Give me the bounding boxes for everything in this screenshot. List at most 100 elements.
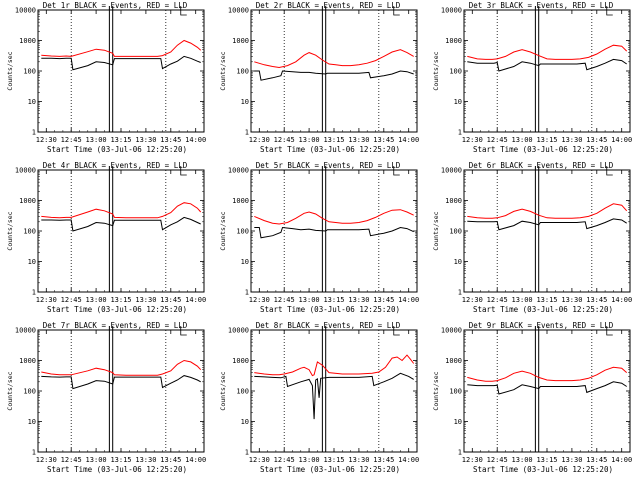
x-tick-label: 14:00 [398, 296, 419, 304]
x-axis-label: Start Time (03-Jul-06 12:25:20) [47, 305, 187, 314]
y-axis-label: Counts/sec [219, 51, 227, 90]
detector-panel: 1 10 100 1000 10000 12:30 12:45 13:00 13:15 13:30… [213, 160, 426, 320]
y-tick-label: 1 [245, 129, 249, 137]
x-tick-label: 14:00 [398, 136, 419, 144]
y-axis-label: Counts/sec [219, 371, 227, 410]
x-tick-label: 14:00 [611, 456, 632, 464]
x-tick-label: 14:00 [185, 456, 206, 464]
chart-svg: 1 10 100 1000 10000 12:30 12:45 13:00 13:15 13:30… [432, 1, 632, 154]
x-axis-label: Start Time (03-Jul-06 12:25:20) [473, 145, 613, 154]
x-tick-label: 13:00 [299, 456, 320, 464]
plot-frame [463, 9, 631, 133]
y-tick-label: 10000 [15, 7, 36, 15]
x-tick-label: 13:45 [586, 456, 607, 464]
y-tick-label: 100 [236, 388, 249, 396]
y-tick-label: 1 [32, 449, 36, 457]
x-tick-label: 12:45 [274, 136, 295, 144]
x-tick-label: 13:45 [160, 456, 181, 464]
y-axis-label: Counts/sec [6, 211, 14, 250]
lld-series-line [467, 44, 628, 60]
x-tick-label: 12:30 [36, 296, 57, 304]
marker-bracket [606, 6, 613, 16]
y-tick-label: 100 [236, 228, 249, 236]
x-tick-label: 12:30 [462, 296, 483, 304]
y-tick-label: 1 [458, 289, 462, 297]
chart-svg: 1 10 100 1000 10000 12:30 12:45 13:00 13:15 13:30… [6, 321, 206, 474]
x-tick-label: 13:30 [135, 136, 156, 144]
x-tick-label: 13:15 [323, 456, 344, 464]
x-tick-label: 13:45 [586, 136, 607, 144]
marker-bracket [180, 6, 187, 16]
x-tick-label: 13:30 [135, 296, 156, 304]
x-tick-label: 13:45 [160, 136, 181, 144]
chart-svg: 1 10 100 1000 10000 12:30 12:45 13:00 13:15 13:30… [219, 321, 419, 474]
x-tick-label: 12:45 [61, 136, 82, 144]
chart-svg: 1 10 100 1000 10000 12:30 12:45 13:00 13:15 13:30… [432, 161, 632, 314]
y-tick-label: 10 [241, 418, 249, 426]
x-tick-label: 13:30 [348, 296, 369, 304]
x-tick-label: 12:30 [36, 136, 57, 144]
x-tick-label: 13:15 [536, 136, 557, 144]
chart-title: Det 2r BLACK = Events, RED = LLD [256, 1, 401, 10]
x-tick-label: 13:00 [512, 136, 533, 144]
x-tick-label: 13:00 [512, 456, 533, 464]
plot-frame [37, 9, 205, 133]
plot-frame [463, 169, 631, 293]
x-axis-label: Start Time (03-Jul-06 12:25:20) [260, 145, 400, 154]
y-tick-label: 1000 [445, 197, 462, 205]
y-tick-label: 10 [241, 258, 249, 266]
y-tick-label: 10 [241, 98, 249, 106]
y-tick-label: 1000 [445, 357, 462, 365]
x-tick-label: 13:45 [373, 456, 394, 464]
y-axis-label: Counts/sec [432, 211, 440, 250]
y-tick-label: 1 [32, 289, 36, 297]
chart-title: Det 1r BLACK = Events, RED = LLD [43, 1, 188, 10]
y-axis-label: Counts/sec [432, 371, 440, 410]
x-tick-label: 12:30 [462, 456, 483, 464]
marker-bracket [180, 326, 187, 336]
x-tick-label: 13:15 [536, 296, 557, 304]
x-tick-label: 12:30 [36, 456, 57, 464]
y-tick-label: 10000 [441, 167, 462, 175]
y-axis-label: Counts/sec [6, 51, 14, 90]
x-tick-label: 12:45 [274, 456, 295, 464]
chart-title: Det 3r BLACK = Events, RED = LLD [469, 1, 614, 10]
x-axis-label: Start Time (03-Jul-06 12:25:20) [473, 465, 613, 474]
x-tick-label: 14:00 [398, 456, 419, 464]
plot-frame [250, 9, 418, 133]
x-tick-label: 13:30 [348, 456, 369, 464]
x-tick-label: 13:00 [86, 456, 107, 464]
x-tick-label: 12:45 [61, 296, 82, 304]
x-tick-label: 12:45 [61, 456, 82, 464]
x-tick-label: 12:30 [249, 296, 270, 304]
y-tick-label: 10000 [228, 167, 249, 175]
x-tick-label: 12:30 [249, 136, 270, 144]
detector-panel: 1 10 100 1000 10000 12:30 12:45 13:00 13:15 13:30… [213, 320, 426, 480]
chart-svg: 1 10 100 1000 10000 12:30 12:45 13:00 13:15 13:30… [219, 1, 419, 154]
plot-frame [463, 329, 631, 453]
x-axis-label: Start Time (03-Jul-06 12:25:20) [47, 145, 187, 154]
detector-panel: 1 10 100 1000 10000 12:30 12:45 13:00 13:15 13:30… [0, 0, 213, 160]
y-tick-label: 10 [28, 418, 36, 426]
x-tick-label: 13:30 [348, 136, 369, 144]
x-tick-label: 13:15 [323, 296, 344, 304]
lld-series-line [41, 39, 202, 57]
x-axis-label: Start Time (03-Jul-06 12:25:20) [473, 305, 613, 314]
x-tick-label: 13:00 [86, 296, 107, 304]
x-tick-label: 13:45 [160, 296, 181, 304]
y-tick-label: 100 [449, 228, 462, 236]
y-tick-label: 10 [454, 418, 462, 426]
y-tick-label: 1000 [232, 37, 249, 45]
events-series-line [41, 216, 201, 232]
x-tick-label: 12:45 [274, 296, 295, 304]
y-tick-label: 1000 [232, 197, 249, 205]
events-series-line [254, 372, 414, 420]
y-tick-label: 1 [458, 129, 462, 137]
x-tick-label: 12:45 [487, 296, 508, 304]
x-tick-label: 13:00 [299, 296, 320, 304]
events-series-line [467, 58, 627, 72]
y-tick-label: 10000 [441, 7, 462, 15]
marker-bracket [606, 326, 613, 336]
chart-title: Det 9r BLACK = Events, RED = LLD [469, 321, 614, 330]
y-tick-label: 10 [454, 258, 462, 266]
